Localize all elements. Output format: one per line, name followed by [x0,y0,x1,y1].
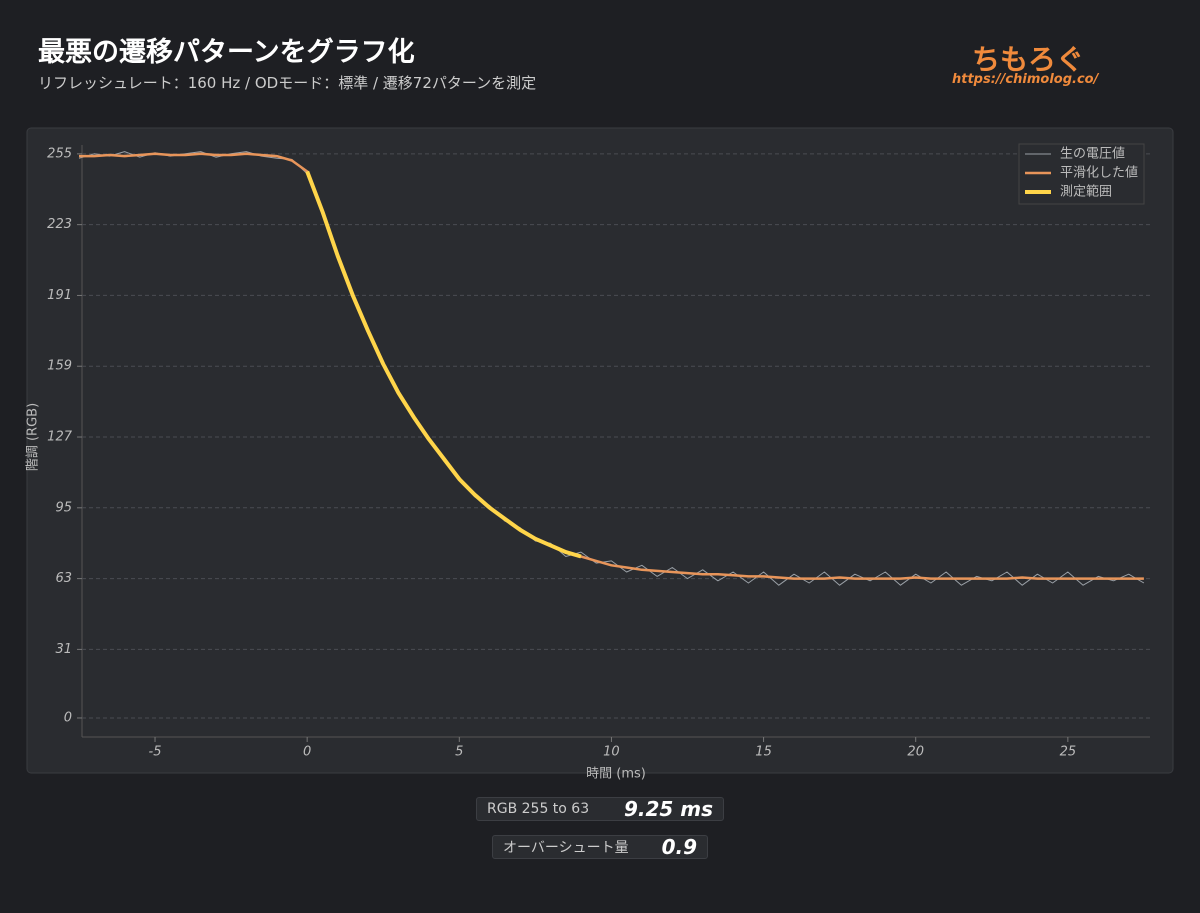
y-axis-label: 階調 (RGB) [26,403,41,471]
y-tick-label: 63 [55,571,72,586]
legend-label: 平滑化した値 [1060,165,1138,181]
y-tick-label: 0 [64,710,72,725]
x-tick-label: 15 [755,745,772,760]
x-tick-label: 5 [455,745,463,760]
x-tick-label: 10 [603,745,620,760]
x-axis-label: 時間 (ms) [586,767,646,782]
series-line [79,152,1144,580]
title: 最悪の遷移パターンをグラフ化 [38,37,415,68]
subtitle: リフレッシュレート：160 Hz / ODモード：標準 / 遷移72パターンを測… [38,74,537,92]
y-tick-label: 191 [47,288,72,303]
legend-label: 生の電圧値 [1060,146,1125,162]
y-tick-label: 127 [47,430,73,445]
y-tick-label: 31 [55,642,72,657]
logo-name: ちもろぐ [972,43,1085,76]
y-tick-label: 95 [55,500,72,515]
stat-value: 9.25 ms [623,797,713,821]
logo-url: https://chimolog.co/ [952,72,1099,87]
stat-label: オーバーシュート量 [503,840,629,856]
stat-label: RGB 255 to 63 [487,801,590,817]
panel [26,127,1174,774]
legend-label: 測定範囲 [1060,185,1112,200]
y-tick-label: 255 [47,146,72,161]
x-tick-label: -5 [149,745,162,760]
x-tick-label: 20 [907,745,924,760]
x-tick-label: 25 [1060,745,1077,760]
x-tick-label: 0 [303,745,311,760]
stat-box: オーバーシュート量 0.9 [492,835,708,859]
stat-value: 0.9 [661,835,697,859]
stat-box: RGB 255 to 63 9.25 ms [476,797,724,821]
series-line [305,170,582,559]
y-tick-label: 223 [47,217,72,232]
y-tick-label: 159 [47,359,72,374]
